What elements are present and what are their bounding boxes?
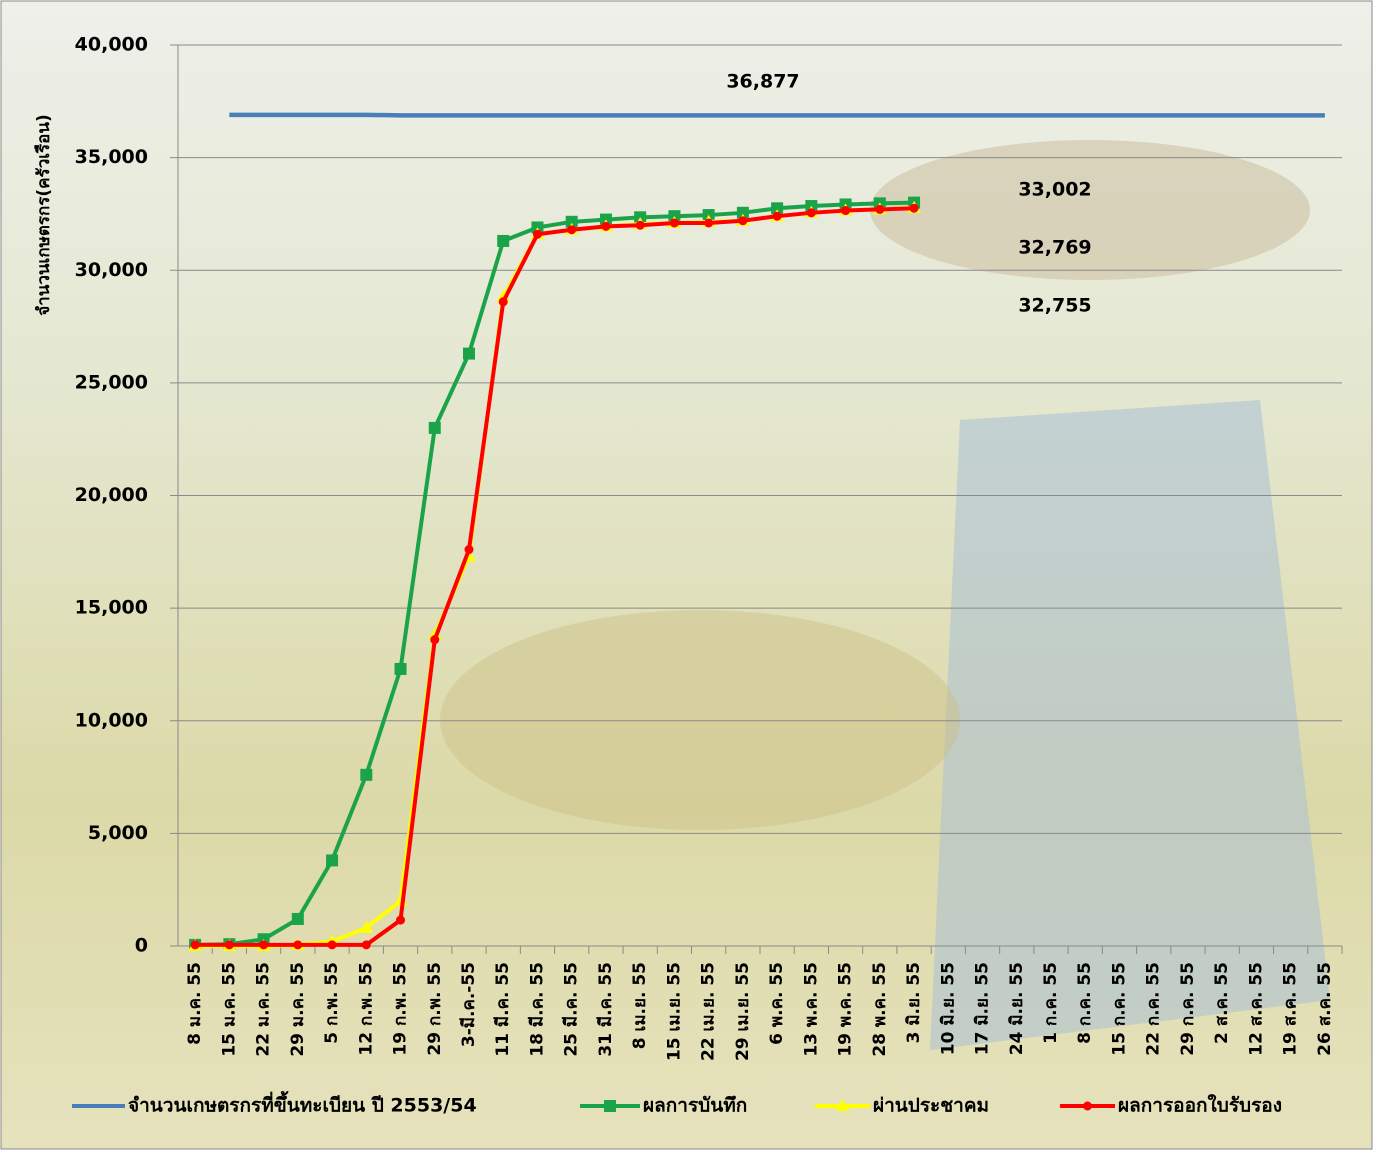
marker — [738, 216, 747, 225]
marker — [328, 940, 337, 949]
x-tick-label: 22 ก.ค. 55 — [1144, 962, 1164, 1056]
x-tick-label: 13 พ.ค. 55 — [801, 962, 821, 1057]
marker — [875, 205, 884, 214]
marker — [841, 206, 850, 215]
x-tick-label: 29 เม.ย. 55 — [733, 962, 753, 1061]
x-tick-label: 19 ก.พ. 55 — [391, 962, 411, 1056]
marker — [601, 222, 610, 231]
y-tick-label: 30,000 — [75, 259, 148, 281]
marker — [465, 545, 474, 554]
annotation: 32,769 — [1018, 237, 1091, 259]
legend-label: ผลการออกใบรับรอง — [1118, 1094, 1282, 1117]
y-tick-label: 20,000 — [75, 484, 148, 506]
x-tick-label: 31 มี.ค. 55 — [595, 962, 616, 1057]
x-tick-label: 8 ก.ค. 55 — [1075, 962, 1095, 1044]
x-tick-label: 15 เม.ย. 55 — [664, 962, 684, 1061]
marker — [463, 348, 475, 360]
x-tick-label: 19 พ.ค. 55 — [836, 962, 856, 1057]
chart: จำนวนเกษตรกร(ครัวเรือน) 0 5,000 10,000 15,0… — [0, 0, 1373, 1150]
x-tick-label: 3 มิ.ย. 55 — [904, 962, 924, 1043]
x-tick-label: 26 ส.ค. 55 — [1315, 962, 1335, 1056]
x-tick-label: 29 ม.ค. 55 — [288, 962, 308, 1057]
x-tick-label: 28 พ.ค. 55 — [870, 962, 890, 1057]
annotation: 36,877 — [726, 71, 799, 93]
annotation: 32,755 — [1018, 295, 1091, 317]
marker — [636, 221, 645, 230]
y-tick-label: 5,000 — [88, 822, 148, 844]
y-tick-label: 25,000 — [75, 371, 148, 393]
marker — [430, 635, 439, 644]
marker — [259, 940, 268, 949]
y-axis-title: จำนวนเกษตรกร(ครัวเรือน) — [33, 114, 54, 316]
x-tick-label: 22 เม.ย. 55 — [699, 962, 719, 1061]
y-tick-label: 40,000 — [75, 34, 148, 56]
marker — [429, 422, 441, 434]
marker — [499, 297, 508, 306]
marker — [360, 769, 372, 781]
y-tick-label: 15,000 — [75, 597, 148, 619]
x-tick-label: 29 ก.ค. 55 — [1178, 962, 1198, 1056]
x-tick-label: 29 ก.พ. 55 — [425, 962, 445, 1056]
legend-marker — [1083, 1102, 1092, 1111]
marker — [292, 913, 304, 925]
legend-label: จำนวนเกษตรกรที่ขึ้นทะเบียน ปี 2553/54 — [128, 1091, 477, 1117]
marker — [670, 218, 679, 227]
x-tick-label: 10 มิ.ย. 55 — [938, 962, 958, 1055]
background-decoration — [930, 400, 1330, 1050]
x-tick-label: 12 ส.ค. 55 — [1246, 962, 1266, 1056]
page: {"chart_data": {"type": "line", "y_label… — [0, 0, 1373, 1154]
x-tick-label: 11 มี.ค. 55 — [492, 962, 513, 1057]
marker — [773, 212, 782, 221]
marker — [497, 235, 509, 247]
x-tick-label: 17 มิ.ย. 55 — [973, 962, 993, 1055]
legend-marker — [604, 1100, 616, 1112]
x-tick-label: 3-มี.ค.-55 — [458, 962, 479, 1047]
marker — [807, 208, 816, 217]
x-tick-label: 15 ก.ค. 55 — [1109, 962, 1129, 1056]
x-tick-label: 2 ส.ค. 55 — [1212, 962, 1232, 1044]
background-decoration — [440, 610, 960, 830]
x-tick-label: 6 พ.ค. 55 — [767, 962, 787, 1045]
marker — [225, 940, 234, 949]
x-tick-label: 1 ก.ค. 55 — [1041, 962, 1061, 1044]
x-tick-label: 8 ม.ค. 55 — [185, 962, 205, 1045]
marker — [396, 916, 405, 925]
marker — [293, 940, 302, 949]
x-tick-label: 25 มี.ค. 55 — [561, 962, 582, 1057]
x-tick-label: 15 ม.ค. 55 — [219, 962, 239, 1057]
background-decoration — [870, 140, 1310, 280]
x-tick-label: 19 ส.ค. 55 — [1281, 962, 1301, 1056]
y-tick-label: 0 — [135, 935, 148, 957]
series-line — [229, 115, 1325, 116]
annotation: 33,002 — [1018, 179, 1091, 201]
marker — [362, 940, 371, 949]
legend-label: ผลการบันทึก — [643, 1095, 747, 1117]
x-tick-label: 12 ก.พ. 55 — [356, 962, 376, 1056]
marker — [704, 218, 713, 227]
marker — [567, 225, 576, 234]
x-tick-label: 8 เม.ย. 55 — [630, 962, 650, 1049]
y-tick-label: 35,000 — [75, 146, 148, 168]
x-tick-label: 18 มี.ค. 55 — [526, 962, 547, 1057]
x-tick-label: 5 ก.พ. 55 — [322, 962, 342, 1044]
x-tick-label: 22 ม.ค. 55 — [254, 962, 274, 1057]
y-tick-label: 10,000 — [75, 709, 148, 731]
marker — [910, 204, 919, 213]
legend-label: ผ่านประชาคม — [873, 1095, 989, 1117]
x-tick-label: 24 มิ.ย. 55 — [1007, 962, 1027, 1055]
marker — [326, 854, 338, 866]
marker — [533, 230, 542, 239]
marker — [395, 663, 407, 675]
marker — [191, 940, 200, 949]
